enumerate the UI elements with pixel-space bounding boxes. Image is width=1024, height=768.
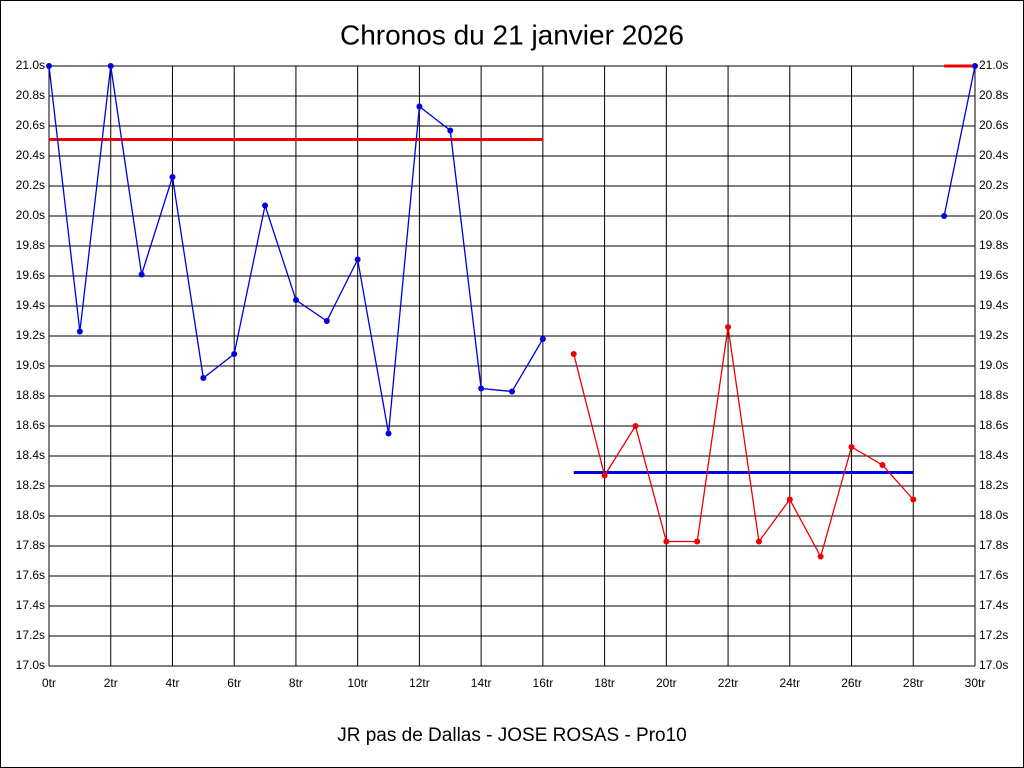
data-point [478, 385, 485, 392]
y-tick-label: 19.8s [16, 238, 45, 252]
y-tick-label: 18.0s [16, 508, 45, 522]
data-point [632, 423, 639, 429]
y-tick-label-right: 17.6s [979, 568, 1008, 582]
y-tick-label: 21.0s [16, 58, 45, 72]
y-tick-label: 18.4s [16, 448, 45, 462]
x-tick-label: 16tr [533, 676, 554, 690]
x-tick-label: 0tr [42, 676, 56, 690]
data-point [292, 297, 299, 303]
data-point [416, 103, 423, 110]
y-tick-label-right: 20.2s [979, 178, 1008, 192]
x-tick-label: 18tr [594, 676, 615, 690]
data-point [879, 462, 886, 468]
x-tick-label: 26tr [841, 676, 862, 690]
y-tick-label: 18.2s [16, 478, 45, 492]
y-tick-label-right: 18.0s [979, 508, 1008, 522]
y-tick-label-right: 17.2s [979, 628, 1008, 642]
y-tick-label-right: 20.0s [979, 208, 1008, 222]
y-tick-label: 17.6s [16, 568, 45, 582]
data-point [138, 271, 145, 278]
data-point [539, 336, 546, 342]
y-tick-label-right: 19.2s [979, 328, 1008, 342]
y-tick-label-right: 20.8s [979, 88, 1008, 102]
y-tick-label-right: 18.2s [979, 478, 1008, 492]
x-tick-label: 24tr [779, 676, 800, 690]
x-tick-label: 22tr [718, 676, 739, 690]
data-point [46, 63, 52, 69]
y-tick-label: 17.8s [16, 538, 45, 552]
data-point [262, 202, 269, 209]
chart-title: Chronos du 21 janvier 2026 [340, 19, 684, 50]
y-tick-label-right: 17.0s [979, 658, 1008, 672]
data-point [910, 496, 917, 503]
data-point [694, 538, 701, 545]
x-tick-label: 10tr [347, 676, 368, 690]
data-point [848, 444, 855, 450]
data-point [941, 213, 948, 219]
y-tick-label: 19.2s [16, 328, 45, 342]
x-tick-label: 14tr [471, 676, 492, 690]
y-tick-label-right: 19.6s [979, 268, 1008, 282]
x-tick-label: 12tr [409, 676, 430, 690]
y-tick-label-right: 18.8s [979, 388, 1008, 402]
data-point [200, 375, 207, 381]
y-tick-label: 20.4s [16, 148, 45, 162]
y-tick-label: 19.0s [16, 358, 45, 372]
series-line [573, 326, 914, 559]
data-point [755, 538, 762, 545]
y-tick-label: 17.0s [16, 658, 45, 672]
data-point [385, 430, 392, 437]
data-point [725, 324, 732, 330]
y-tick-label: 18.8s [16, 388, 45, 402]
data-point [447, 127, 454, 134]
data-point [169, 174, 176, 180]
y-tick-label: 17.4s [16, 598, 45, 612]
data-point [663, 538, 670, 545]
x-tick-label: 28tr [903, 676, 924, 690]
y-tick-label-right: 17.4s [979, 598, 1008, 612]
y-tick-label: 20.8s [16, 88, 45, 102]
y-tick-label: 20.0s [16, 208, 45, 222]
y-tick-label-right: 20.4s [979, 148, 1008, 162]
y-tick-label-right: 17.8s [979, 538, 1008, 552]
y-tick-label-right: 19.8s [979, 238, 1008, 252]
data-point [817, 553, 824, 560]
x-tick-label: 30tr [965, 676, 986, 690]
data-point [323, 318, 330, 324]
y-tick-label: 20.2s [16, 178, 45, 192]
y-tick-label-right: 19.0s [979, 358, 1008, 372]
y-tick-label-right: 21.0s [979, 58, 1008, 72]
y-tick-label: 17.2s [16, 628, 45, 642]
y-tick-label: 20.6s [16, 118, 45, 132]
data-point [354, 256, 361, 263]
chart-footer: JR pas de Dallas - JOSE ROSAS - Pro10 [337, 725, 687, 746]
data-point [972, 63, 978, 69]
y-tick-label-right: 18.4s [979, 448, 1008, 462]
x-tick-label: 2tr [104, 676, 118, 690]
x-tick-label: 4tr [165, 676, 179, 690]
x-tick-label: 8tr [289, 676, 303, 690]
data-point [107, 63, 114, 69]
data-point [570, 351, 577, 357]
y-tick-label-right: 19.4s [979, 298, 1008, 312]
x-tick-label: 6tr [227, 676, 241, 690]
y-tick-label: 19.6s [16, 268, 45, 282]
x-tick-label: 20tr [656, 676, 677, 690]
data-point [509, 388, 515, 395]
data-point [231, 351, 238, 357]
y-tick-label: 18.6s [16, 418, 45, 432]
y-tick-label-right: 18.6s [979, 418, 1008, 432]
data-point [601, 472, 608, 479]
data-point [76, 328, 83, 335]
data-point [786, 496, 793, 503]
y-tick-label-right: 20.6s [979, 118, 1008, 132]
y-tick-label: 19.4s [16, 298, 45, 312]
